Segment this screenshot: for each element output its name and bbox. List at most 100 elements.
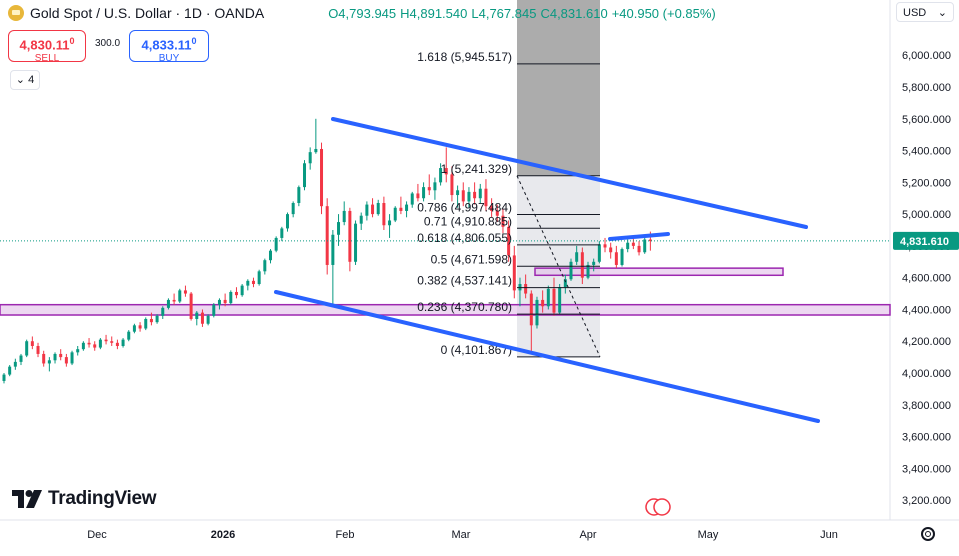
candle-body — [286, 214, 289, 229]
currency-label: USD — [903, 7, 927, 19]
tradingview-logo-icon — [12, 490, 42, 508]
candle-body — [263, 260, 267, 272]
time-axis-label: Feb — [336, 529, 355, 541]
candle-body — [70, 352, 74, 364]
current-price-tag — [893, 231, 959, 250]
candle-body — [166, 299, 170, 308]
candle-body — [558, 287, 562, 313]
price-axis-tick: 3,200.000 — [902, 495, 951, 507]
candle-body — [331, 234, 335, 265]
candle-body — [439, 168, 443, 183]
candle-body — [444, 168, 448, 175]
support-zone — [0, 303, 891, 316]
candle-body — [2, 374, 6, 381]
candle-body — [42, 353, 46, 364]
ohlc-open: O4,793.945 — [328, 5, 397, 21]
candle-body — [257, 271, 261, 285]
candle-body — [563, 279, 567, 288]
candle-body — [348, 210, 352, 262]
candle-body — [501, 215, 505, 227]
candle-body — [529, 293, 533, 326]
resistance-line — [608, 232, 670, 241]
candle-body — [240, 285, 244, 296]
symbol-title[interactable]: Gold Spot / U.S. Dollar · 1D · OANDA — [30, 5, 265, 21]
candle-body — [467, 191, 471, 202]
ohlc-close: C4,831.610 — [540, 5, 608, 21]
candle-body — [410, 193, 414, 205]
fib-level-label: 0.618 (4,806.055) — [417, 231, 512, 245]
candle-body — [535, 299, 539, 326]
candle-body — [115, 342, 119, 346]
us-flag-icon — [653, 498, 671, 516]
candle-body — [637, 245, 641, 253]
gold-symbol-icon — [8, 5, 24, 21]
candle-body — [416, 193, 420, 199]
candle-body — [552, 288, 556, 313]
buy-button[interactable]: 4,833.110 BUY — [129, 30, 209, 64]
candle-body — [53, 353, 57, 361]
spread-value: 300.0 — [95, 38, 121, 49]
candle-body — [59, 353, 63, 358]
price-axis-tick: 4,000.000 — [902, 368, 951, 380]
candle-body — [342, 210, 346, 223]
candle-body — [512, 255, 516, 291]
candle-body — [223, 299, 227, 304]
sell-price-sup: 0 — [69, 36, 75, 46]
buy-price: 4,833.11 — [141, 37, 192, 53]
candle-body — [246, 280, 250, 286]
candle-body — [580, 252, 584, 278]
candle-body — [546, 288, 550, 307]
candle-body — [229, 291, 233, 304]
candle-body — [76, 349, 80, 353]
candle-body — [149, 318, 153, 323]
candle-body — [217, 299, 221, 305]
time-axis-label: Apr — [579, 529, 596, 541]
candle-body — [110, 341, 114, 343]
candle-body — [359, 215, 363, 224]
buy-price-sup: 0 — [191, 36, 197, 46]
price-axis-tick: 3,400.000 — [902, 463, 951, 475]
fib-level-label: 0 (4,101.867) — [441, 343, 512, 357]
indicators-toggle[interactable]: ⌄ 4 — [10, 70, 40, 90]
candle-body — [297, 187, 301, 203]
candle-body — [382, 202, 386, 226]
candle-body — [614, 252, 618, 265]
sell-button[interactable]: 4,830.110 SELL — [8, 30, 86, 64]
candle-body — [161, 307, 165, 316]
ohlc-change: +40.950 (+0.85%) — [611, 5, 716, 21]
currency-select[interactable]: USD ⌄ — [896, 2, 954, 22]
fib-level-label: 1 (5,241.329) — [441, 162, 512, 176]
candle-body — [206, 315, 210, 324]
candle-body — [365, 204, 369, 216]
ohlc-low: L4,767.845 — [471, 5, 537, 21]
fib-level-label: 0.382 (4,537.141) — [417, 274, 512, 288]
chart-header: Gold Spot / U.S. Dollar · 1D · OANDA O4,… — [0, 0, 716, 26]
fib-extension-box — [517, 0, 600, 176]
candle-body — [291, 202, 295, 215]
candle-body — [172, 299, 176, 302]
candle-body — [631, 242, 635, 246]
candle-body — [155, 315, 159, 323]
channel-upper-line — [331, 117, 808, 229]
candle-body — [19, 355, 23, 362]
candle-body — [399, 207, 403, 211]
fib-level-label: 1.618 (5,945.517) — [417, 50, 512, 64]
candle-body — [251, 280, 255, 285]
candle-body — [268, 250, 272, 261]
candle-body — [98, 339, 102, 348]
candle-body — [25, 341, 29, 356]
tradingview-logo[interactable]: TradingView — [12, 488, 157, 510]
gear-icon[interactable] — [921, 527, 935, 541]
candle-body — [189, 293, 193, 319]
candle-body — [280, 228, 284, 238]
price-axis-tick: 5,200.000 — [902, 177, 951, 189]
chevron-down-icon: ⌄ — [937, 7, 947, 19]
candle-body — [620, 249, 624, 265]
candle-body — [495, 210, 499, 216]
candle-body — [586, 264, 590, 278]
price-axis-tick: 4,400.000 — [902, 304, 951, 316]
candle-body — [64, 357, 68, 364]
time-axis-label: May — [698, 529, 719, 541]
